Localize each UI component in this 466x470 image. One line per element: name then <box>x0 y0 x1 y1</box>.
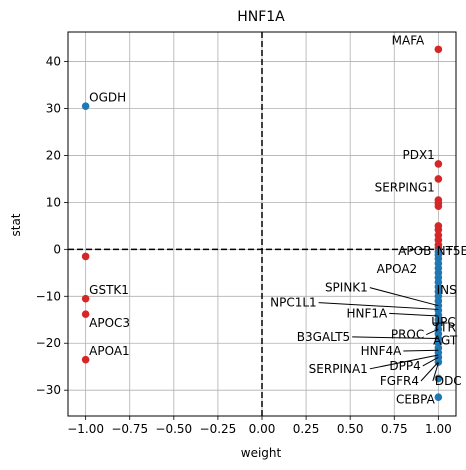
data-point <box>434 202 443 210</box>
annotation-label: AGT <box>433 334 458 348</box>
annotation-leader-line <box>420 361 439 382</box>
data-point <box>81 294 90 303</box>
x-tick-label: 0.00 <box>249 422 276 436</box>
data-point <box>81 102 90 110</box>
annotation-label: DDC <box>435 374 462 388</box>
data-point <box>434 374 443 383</box>
data-point <box>434 160 443 168</box>
data-point <box>434 45 443 54</box>
annotation-labels: MAFA OGDH PDX1 SERPING1 APOB NT5E APOA2 GSTK1 IN… <box>89 34 466 407</box>
y-tick-label: −20 <box>36 336 61 350</box>
data-point <box>434 225 443 234</box>
annotation-label: INS <box>437 283 457 297</box>
x-tick-label: 0.75 <box>381 422 408 436</box>
annotation-label: CEBPA <box>396 392 436 406</box>
data-point <box>81 355 90 364</box>
annotation-label: TTR <box>432 321 456 335</box>
annotation-label: DPP4 <box>389 359 420 373</box>
annotation-label: SERPINA1 <box>309 362 368 376</box>
x-tick-label: −0.25 <box>200 422 237 436</box>
data-point <box>81 310 90 318</box>
annotation-leader-line <box>426 328 439 335</box>
annotation-leaders <box>318 287 439 382</box>
x-axis-ticks: −1.00 −0.75 −0.50 −0.25 0.00 0.25 0.50 0.75 1.00 <box>67 416 452 436</box>
y-tick-label: 40 <box>46 55 61 69</box>
data-point <box>434 175 443 183</box>
annotation-label: APOA2 <box>377 262 418 276</box>
annotation-label: NT5E <box>437 244 466 258</box>
annotation-leader-line <box>369 287 439 307</box>
annotation-label: HNF4A <box>361 344 403 358</box>
x-tick-label: −0.50 <box>155 422 192 436</box>
annotation-leader-line <box>422 356 439 367</box>
y-tick-label: −10 <box>36 289 61 303</box>
annotation-label: UPC <box>431 315 455 329</box>
y-tick-label: −30 <box>36 383 61 397</box>
annotation-label: PROC <box>391 328 424 342</box>
y-tick-label: 10 <box>46 195 61 209</box>
x-tick-label: 0.50 <box>337 422 364 436</box>
annotation-label: APOB <box>398 244 431 258</box>
annotation-leader-line <box>389 312 439 317</box>
annotation-label: SPINK1 <box>325 281 368 295</box>
y-axis-label: stat <box>9 213 23 236</box>
x-tick-label: −1.00 <box>67 422 104 436</box>
annotation-leader-line <box>369 354 439 370</box>
y-tick-label: 0 <box>53 242 61 256</box>
annotation-label: SERPING1 <box>375 181 435 195</box>
y-tick-label: 20 <box>46 148 61 162</box>
annotation-label: OGDH <box>89 90 126 104</box>
annotation-leader-line <box>318 302 439 310</box>
annotation-label: GSTK1 <box>89 283 129 297</box>
data-points <box>81 45 443 402</box>
data-point <box>81 252 90 261</box>
y-axis-ticks: −30 −20 −10 0 10 20 30 40 <box>36 55 68 397</box>
chart-title: HNF1A <box>237 9 285 25</box>
annotation-label: APOC3 <box>89 316 130 330</box>
annotation-label: HNF1A <box>346 306 388 320</box>
annotation-label: APOA1 <box>89 344 130 358</box>
reference-lines <box>68 32 456 416</box>
x-axis-label: weight <box>241 446 282 460</box>
data-point <box>434 393 443 402</box>
x-tick-label: −0.75 <box>111 422 148 436</box>
annotation-leader-line <box>352 336 439 340</box>
annotation-label: PDX1 <box>402 148 434 162</box>
x-tick-label: 1.00 <box>425 422 452 436</box>
annotation-label: NPC1L1 <box>270 296 317 310</box>
annotation-label: FGFR4 <box>380 374 419 388</box>
x-tick-label: 0.25 <box>293 422 320 436</box>
annotation-label: MAFA <box>392 34 425 48</box>
annotation-label: B3GALT5 <box>297 330 350 344</box>
annotation-leader-line <box>432 362 439 382</box>
y-tick-label: 30 <box>46 102 61 116</box>
annotation-leader-line <box>403 349 439 352</box>
